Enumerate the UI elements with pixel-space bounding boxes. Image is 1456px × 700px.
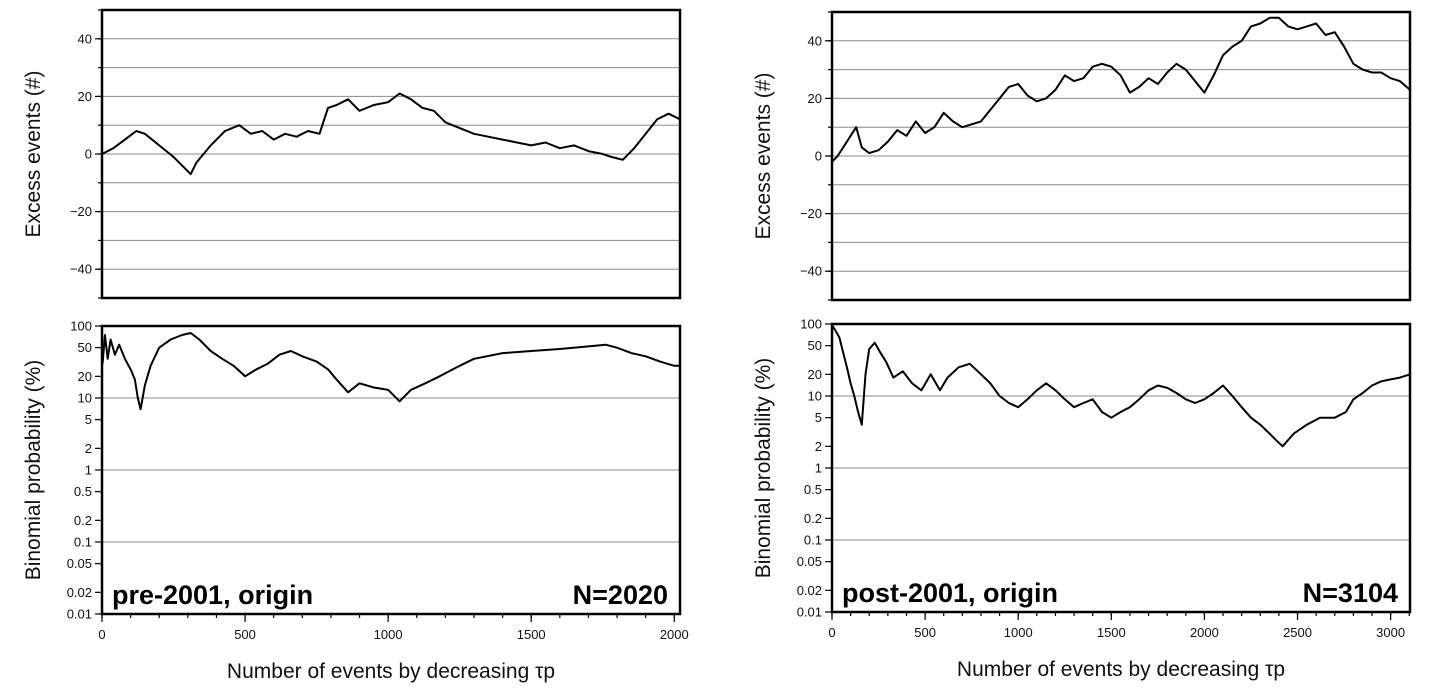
y-tick-label-right-bottom-1: 50 xyxy=(808,338,822,353)
x-tick-label-right-bottom-3: 1500 xyxy=(1097,625,1126,640)
y-tick-label-left-bottom-7: 0.5 xyxy=(74,484,92,499)
y-axis-title-right-top: Excess events (#) xyxy=(752,73,775,240)
x-tick-label-left-bottom-2: 1000 xyxy=(374,627,403,642)
x-axis-title-right-bottom: Number of events by decreasing τp xyxy=(957,658,1285,681)
y-tick-label-left-bottom-9: 0.1 xyxy=(74,535,92,550)
y-tick-label-left-bottom-12: 0.01 xyxy=(67,607,92,622)
panel-caption-left-bottom: pre-2001, origin xyxy=(112,580,313,610)
sample-size-label-left-bottom: N=2020 xyxy=(573,580,668,610)
y-axis-title-left-bottom: Binomial probability (%) xyxy=(22,360,45,581)
panel-caption-right-bottom: post-2001, origin xyxy=(842,578,1058,608)
panel-left-top: −40 −20 0 20 40 Excess events (#) xyxy=(22,8,682,300)
y-tick-label-left-bottom-0: 100 xyxy=(70,319,92,334)
panel-right-top: −40 −20 0 20 40 Excess events (#) xyxy=(752,10,1412,302)
y-tick-label-left-top-4: 40 xyxy=(78,31,92,46)
y-tick-label-left-bottom-2: 20 xyxy=(78,369,92,384)
y-tick-label-left-top-2: 0 xyxy=(85,147,92,162)
y-axis-title-right-bottom: Binomial probability (%) xyxy=(752,358,775,579)
y-tick-label-left-bottom-4: 5 xyxy=(85,412,92,427)
y-tick-label-right-bottom-10: 0.05 xyxy=(797,554,822,569)
y-tick-label-right-top-3: 20 xyxy=(808,91,822,106)
y-tick-label-left-top-0: −40 xyxy=(70,262,92,277)
y-tick-label-right-bottom-7: 0.5 xyxy=(804,482,822,497)
y-tick-label-left-bottom-3: 10 xyxy=(78,391,92,406)
y-tick-label-right-bottom-3: 10 xyxy=(808,389,822,404)
x-tick-label-right-bottom-2: 1000 xyxy=(1004,625,1033,640)
x-tick-label-right-bottom-5: 2500 xyxy=(1283,625,1312,640)
series-line-left-top-0 xyxy=(101,92,681,176)
y-tick-label-left-bottom-11: 0.02 xyxy=(67,585,92,600)
y-tick-label-right-bottom-6: 1 xyxy=(815,461,822,476)
sample-size-label-right-bottom: N=3104 xyxy=(1303,578,1398,608)
y-tick-label-right-top-0: −40 xyxy=(800,264,822,279)
y-tick-label-right-bottom-12: 0.01 xyxy=(797,605,822,620)
x-axis-title-left-bottom: Number of events by decreasing τp xyxy=(227,660,555,683)
x-tick-label-right-bottom-4: 2000 xyxy=(1190,625,1219,640)
y-tick-label-left-bottom-8: 0.2 xyxy=(74,513,92,528)
y-tick-label-right-bottom-5: 2 xyxy=(815,439,822,454)
y-tick-label-right-bottom-0: 100 xyxy=(800,317,822,332)
series-line-right-bottom-0 xyxy=(831,325,1411,448)
x-tick-label-right-bottom-6: 3000 xyxy=(1376,625,1405,640)
x-tick-label-left-bottom-1: 500 xyxy=(234,627,256,642)
plot-frame-right-top xyxy=(830,10,1412,302)
plot-frame-left-bottom xyxy=(100,324,682,616)
y-tick-label-left-bottom-5: 2 xyxy=(85,441,92,456)
series-line-right-top-0 xyxy=(831,16,1411,163)
y-tick-label-right-bottom-9: 0.1 xyxy=(804,533,822,548)
y-tick-label-left-bottom-6: 1 xyxy=(85,463,92,478)
x-tick-label-right-bottom-1: 500 xyxy=(914,625,936,640)
y-tick-label-right-top-1: −20 xyxy=(800,206,822,221)
y-tick-label-right-bottom-2: 20 xyxy=(808,367,822,382)
y-tick-label-left-top-1: −20 xyxy=(70,204,92,219)
y-tick-label-right-top-2: 0 xyxy=(815,149,822,164)
series-line-left-bottom-0 xyxy=(101,332,680,411)
x-tick-label-right-bottom-0: 0 xyxy=(828,625,835,640)
y-tick-label-left-bottom-10: 0.05 xyxy=(67,556,92,571)
y-tick-label-left-top-3: 20 xyxy=(78,89,92,104)
x-tick-label-left-bottom-0: 0 xyxy=(98,627,105,642)
y-tick-label-right-bottom-11: 0.02 xyxy=(797,583,822,598)
y-tick-label-right-bottom-4: 5 xyxy=(815,410,822,425)
x-tick-label-left-bottom-3: 1500 xyxy=(517,627,546,642)
plot-frame-left-top xyxy=(100,8,682,300)
panel-left-bottom: 100 50 20 10 5 2 1 0.5 0.2 0.1 0.05 0.02 0.01 0 500 100… xyxy=(22,319,689,684)
panel-right-bottom: 100 50 20 10 5 2 1 0.5 0.2 0.1 0.05 0.02 0.01 0 500 100… xyxy=(752,317,1412,681)
x-tick-label-left-bottom-4: 2000 xyxy=(660,627,689,642)
plot-frame-right-bottom xyxy=(830,322,1412,614)
y-tick-label-right-top-4: 40 xyxy=(808,33,822,48)
y-axis-title-left-top: Excess events (#) xyxy=(22,71,45,238)
y-tick-label-right-bottom-8: 0.2 xyxy=(804,511,822,526)
y-tick-label-left-bottom-1: 50 xyxy=(78,340,92,355)
